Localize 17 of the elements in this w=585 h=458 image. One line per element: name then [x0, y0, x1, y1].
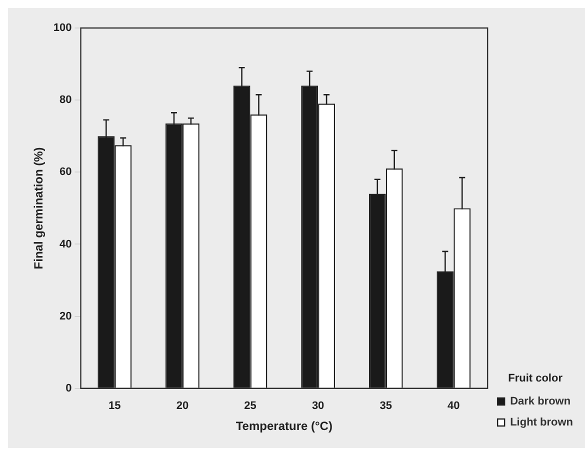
x-tick-label: 20 — [176, 400, 189, 412]
x-axis-title: Temperature (°C) — [236, 419, 332, 434]
y-tick-label: 60 — [60, 166, 72, 178]
y-axis-title: Final germination (%) — [32, 147, 46, 270]
y-tick-label: 0 — [66, 382, 72, 394]
x-tick-label: 35 — [380, 400, 392, 412]
y-tick-label: 20 — [60, 310, 72, 322]
legend-label: Dark brown — [510, 396, 571, 408]
x-tick-label: 25 — [244, 400, 256, 412]
y-tick-label: 80 — [60, 94, 72, 106]
x-tick-label: 15 — [108, 400, 121, 412]
y-tick-label: 100 — [53, 22, 72, 34]
legend-label: Light brown — [510, 416, 574, 429]
y-tick-label: 40 — [60, 238, 72, 250]
x-tick-label: 40 — [448, 400, 460, 412]
x-tick-label: 30 — [312, 400, 324, 412]
legend-title: Fruit color — [508, 372, 564, 384]
